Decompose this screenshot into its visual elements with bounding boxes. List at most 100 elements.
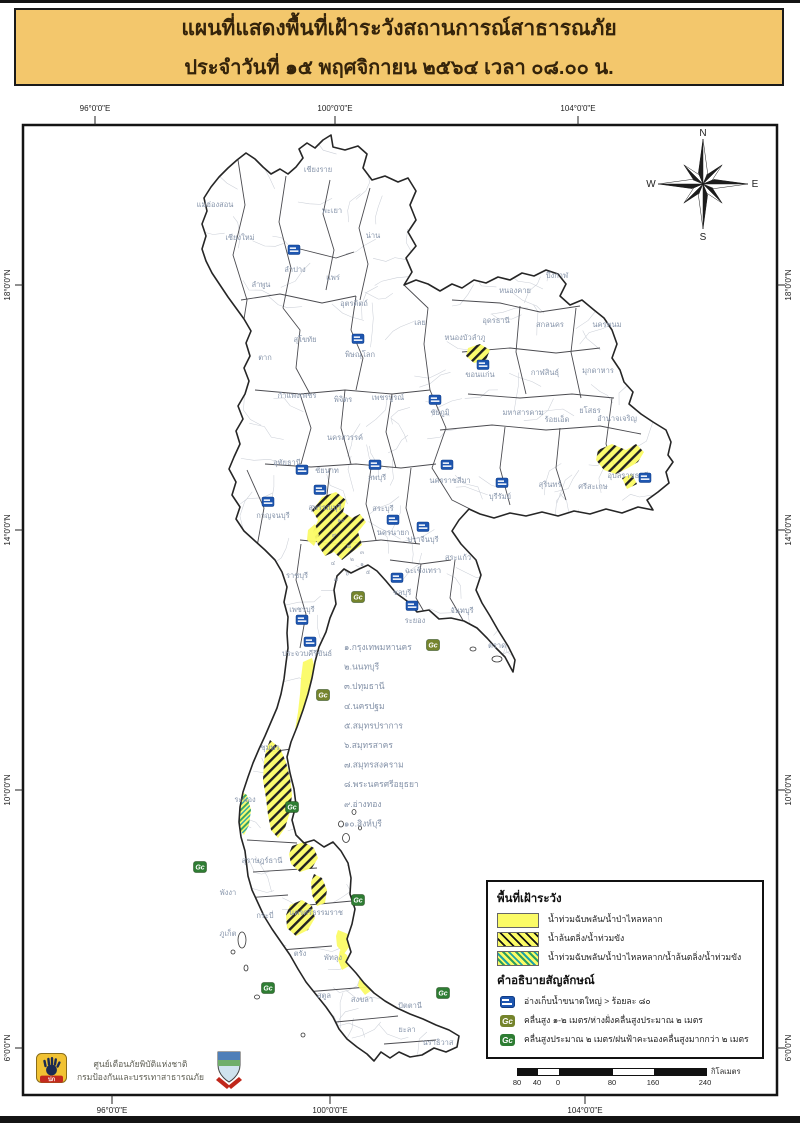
province-label: มุกดาหาร: [582, 366, 614, 375]
province-label: มหาสารคาม: [502, 408, 543, 417]
legend-box: พื้นที่เฝ้าระวัง น้ำท่วมฉับพลัน/น้ำป่าไห…: [486, 880, 764, 1059]
province-label: ยโสธร: [579, 406, 601, 415]
latitude-label: 10°0'0"N: [3, 774, 12, 805]
province-label: เพชรบุรี: [289, 605, 314, 614]
agency-footer: ปภ ศูนย์เตือนภัยพิบัติแห่งชาติ กรมป้องกั…: [36, 1050, 244, 1092]
province-label: ระยอง: [405, 616, 426, 625]
islands: [230, 646, 503, 1038]
latitude-label: 14°0'0"N: [3, 514, 12, 545]
province-label: หนองคาย: [499, 286, 531, 295]
province-label: ลำปาง: [284, 265, 306, 274]
province-label: ขอนแก่น: [465, 370, 494, 379]
province-label: ลำพูน: [252, 280, 271, 289]
longitude-label: 100°0'0"E: [312, 1106, 347, 1115]
graticule-labels: 96°0'0"E 100°0'0"E 104°0'0"E 96°0'0"E 100°0'…: [3, 104, 793, 1115]
province-label: ภูเก็ต: [220, 928, 237, 938]
thailand-outline: [201, 134, 674, 1062]
province-label: สตูล: [317, 991, 331, 1000]
province-label: นครนายก: [377, 528, 409, 537]
province-label: สุรินทร์: [539, 480, 562, 489]
scale-label: 0: [555, 1078, 561, 1087]
province-label: นครศรีธรรมราช: [289, 908, 343, 917]
scale-bar: 80 40 0 80 160 240 กิโลเมตร: [513, 1067, 741, 1087]
province-label: ลพบุรี: [368, 473, 386, 482]
province-label: บุรีรัมย์: [489, 492, 511, 501]
province-label: พะเยา: [322, 206, 342, 215]
agency-line1: ศูนย์เตือนภัยพิบัติแห่งชาติ: [93, 1058, 188, 1069]
longitude-label: 104°0'0"E: [560, 104, 595, 113]
legend-item-overflow: น้ำล้นตลิ่ง/น้ำท่วมขัง: [497, 931, 753, 947]
overflow-swatch: [497, 931, 539, 947]
province-label: ตาก: [258, 353, 272, 362]
scale-label: 160: [646, 1078, 660, 1087]
area-number: ๘: [347, 544, 352, 550]
province-label: บึงกาฬ: [546, 271, 569, 280]
legend-symbol-wave-green: Gc คลื่นสูงประมาณ ๒ เมตร/ฝนฟ้าคะนองคลื่น…: [497, 1032, 753, 1048]
area-number: ๔: [331, 561, 336, 567]
latitude-label: 18°0'0"N: [3, 269, 12, 300]
patch-overflow: [622, 474, 637, 489]
province-label: ประจวบคีรีขันธ์: [282, 649, 332, 658]
patch-overflow: [263, 740, 292, 838]
patch-overflow: [286, 900, 315, 936]
thailand-landmass: [202, 135, 673, 1061]
province-label: สงขลา: [351, 995, 373, 1004]
longitude-label: 104°0'0"E: [567, 1106, 602, 1115]
patch-flood: [336, 930, 350, 954]
province-label: นครราชสีมา: [429, 476, 470, 485]
province-label: พัทลุง: [324, 953, 342, 962]
province-label: แพร่: [326, 273, 340, 282]
patch-overflow: [312, 492, 366, 560]
reservoir-icon: [295, 614, 309, 625]
latitude-label: 14°0'0"N: [784, 514, 793, 545]
legend-symbol-label: อ่างเก็บน้ำขนาดใหญ่ > ร้อยละ ๘๐: [524, 996, 651, 1007]
map-title-banner: แผนที่แสดงพื้นที่เฝ้าระวังสถานการณ์สาธาร…: [14, 8, 784, 86]
wave-olive-icon: Gc: [500, 1015, 515, 1027]
reservoir-icon: [428, 394, 442, 405]
svg-text:Gc: Gc: [195, 865, 204, 872]
agency-names: ศูนย์เตือนภัยพิบัติแห่งชาติ กรมป้องกันแล…: [77, 1058, 204, 1084]
reservoir-icon: [416, 521, 430, 532]
province-label: สกลนคร: [536, 320, 564, 329]
province-label: ชัยภูมิ: [430, 408, 449, 417]
scale-unit-label: กิโลเมตร: [711, 1067, 741, 1076]
legend-item-label: น้ำท่วมฉับพลัน/น้ำป่าไหลหลาก: [548, 914, 663, 925]
compass-rose: [657, 138, 749, 230]
svg-text:Gc: Gc: [287, 805, 296, 812]
svg-text:Gc: Gc: [428, 643, 437, 650]
province-label: ราชบุรี: [286, 571, 308, 580]
province-label: เลย: [414, 318, 426, 327]
legend-symbol-wave-olive: Gc คลื่นสูง ๑-๒ เมตร/ห่างฝั่งคลื่นสูงประ…: [497, 1013, 753, 1029]
province-label: อำนาจเจริญ: [597, 414, 637, 423]
longitude-label: 96°0'0"E: [97, 1106, 128, 1115]
province-label: ร้อยเอ็ด: [545, 414, 570, 424]
wave-green-icon: Gc: [285, 801, 299, 813]
compass-label-n: N: [699, 128, 706, 139]
legend-title-symbols: คำอธิบายสัญลักษณ์: [497, 975, 595, 987]
legend-symbol-label: คลื่นสูง ๑-๒ เมตร/ห่างฝั่งคลื่นสูงประมาณ…: [524, 1015, 703, 1026]
reservoir-icon: [476, 359, 490, 370]
patch-flood: [307, 524, 319, 546]
patch-flood: [238, 896, 258, 930]
province-label: แม่ฮ่องสอน: [197, 200, 234, 209]
province-label: เชียงราย: [304, 165, 332, 174]
map-frame: [21, 123, 779, 1097]
province-label: ปราจีนบุรี: [407, 535, 438, 544]
wave-green-icon: Gc: [500, 1034, 515, 1046]
scale-label: 40: [532, 1078, 542, 1087]
reservoir-icon: [638, 472, 652, 483]
area-number: ๑๐: [337, 518, 345, 524]
list-item: ๑๐.สิงห์บุรี: [344, 818, 382, 829]
wave-olive-icon: Gc: [351, 591, 365, 603]
list-item: ๓.ปทุมธานี: [344, 681, 385, 692]
area-number: ๗: [334, 577, 339, 583]
longitude-label: 96°0'0"E: [80, 104, 111, 113]
province-label: ยะลา: [398, 1025, 415, 1034]
province-label: ระนอง: [234, 795, 256, 804]
latitude-label: 10°0'0"N: [784, 774, 793, 805]
province-label: ชลบุรี: [393, 588, 411, 597]
compass-label-e: E: [752, 179, 759, 190]
reservoir-icon: [390, 572, 404, 583]
list-item: ๘.พระนครศรีอยุธยา: [344, 779, 419, 790]
